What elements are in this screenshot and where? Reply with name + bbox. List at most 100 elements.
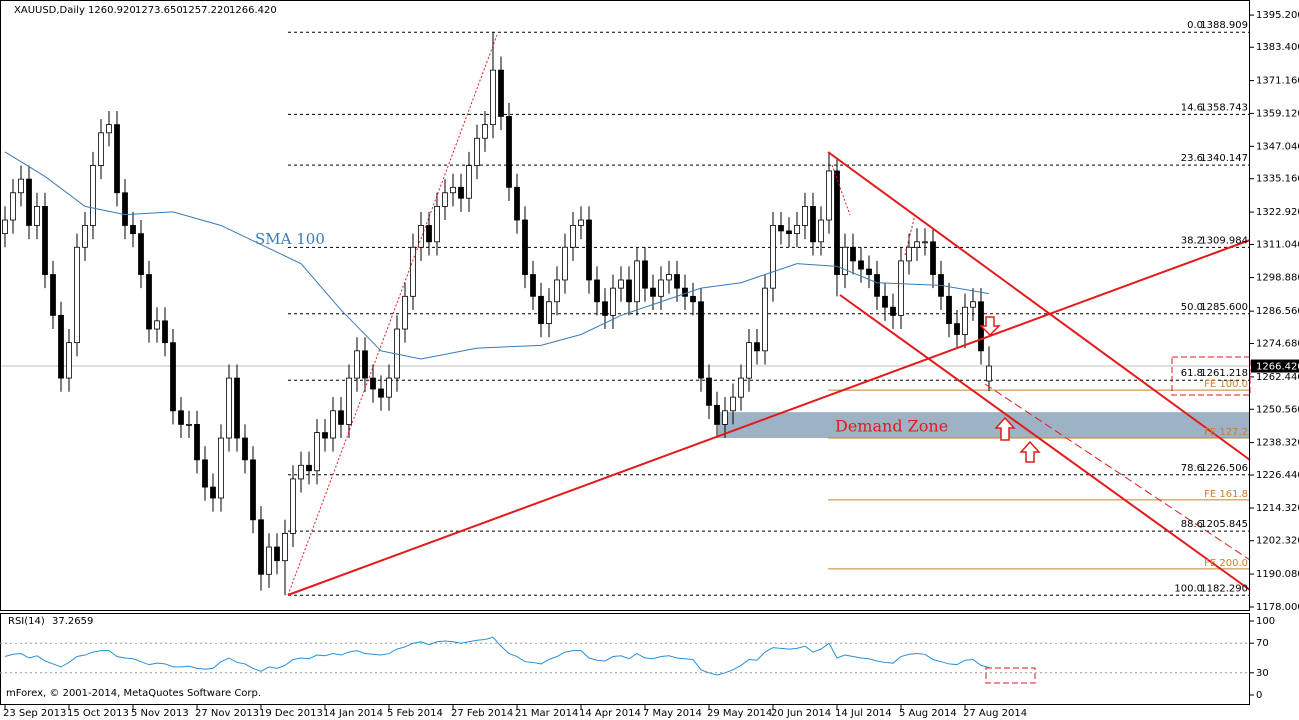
x-tick-label: 14 Jan 2014 (323, 708, 383, 719)
candle-body (874, 274, 880, 297)
candle-body (490, 69, 496, 126)
y-tick-label: 1347.040 (1256, 141, 1299, 152)
fe-label: FE 161.8 (1204, 489, 1248, 500)
candle-body (378, 388, 384, 398)
candle-body (970, 301, 976, 308)
fib-ratio: 38.2 (1181, 235, 1203, 246)
y-tick-label: 1286.560 (1256, 306, 1299, 317)
candle-body (74, 246, 80, 344)
candle-body (858, 260, 864, 270)
candle-body (514, 186, 520, 221)
candle-body (402, 295, 408, 330)
rsi-tick-label: 0 (1256, 690, 1262, 701)
support-trendline (287, 239, 1251, 596)
candle-body (98, 132, 104, 166)
candle-body (114, 124, 120, 194)
candle-body (722, 410, 728, 425)
candle-body (770, 225, 776, 289)
x-tick-label: 15 Oct 2013 (67, 708, 129, 719)
candle-body (66, 342, 72, 379)
candle-body (26, 178, 32, 226)
candle-body (34, 205, 40, 226)
candle-body (850, 246, 856, 262)
candle-body (682, 287, 688, 297)
candle-body (810, 205, 816, 243)
candle-body (530, 274, 536, 297)
header-value: 1266.420 (229, 5, 277, 16)
candle-body (290, 478, 296, 534)
candle-body (442, 192, 448, 207)
demand-zone-label: Demand Zone (835, 417, 948, 436)
candle-body (42, 205, 48, 275)
x-tick-label: 21 Mar 2014 (515, 708, 578, 719)
candle-body (274, 546, 280, 562)
candle-body (658, 279, 664, 297)
candle-body (962, 306, 968, 335)
y-tick-label: 1322.920 (1256, 207, 1299, 218)
fib-value: 1388.909 (1200, 20, 1248, 31)
fib-value: 1358.743 (1200, 102, 1248, 113)
candle-body (218, 437, 224, 499)
down-arrow (979, 316, 1001, 337)
candle-body (786, 230, 792, 235)
candle-body (650, 287, 656, 297)
candle-body (450, 186, 456, 194)
candle-body (122, 192, 128, 226)
candle-body (762, 287, 768, 352)
candle-body (410, 246, 416, 297)
sma-line (4, 151, 990, 360)
candle-body (330, 410, 336, 439)
candle-body (498, 69, 504, 117)
candle-body (802, 205, 808, 226)
copyright: mForex, © 2001-2014, MetaQuotes Software… (6, 688, 261, 699)
candle-body (746, 342, 752, 379)
candle-body (426, 225, 432, 243)
candle-body (562, 246, 568, 281)
fe-base-line (831, 164, 851, 216)
candle-body (354, 350, 360, 379)
rsi-name: RSI(14) (8, 616, 45, 627)
symbol: XAUUSD,Daily (14, 5, 85, 16)
candle-body (18, 178, 24, 194)
candle-body (778, 225, 784, 232)
fib-ratio: 0.0 (1187, 20, 1203, 31)
header-value: 1260.920 (88, 5, 136, 16)
up-arrow (994, 416, 1016, 441)
candle-body (898, 260, 904, 316)
sma-label: SMA 100 (255, 230, 325, 248)
demand-zone (718, 412, 1250, 439)
rsi-line (4, 636, 990, 676)
fib-ratio: 88.6 (1181, 519, 1203, 530)
projection-line (984, 383, 1251, 561)
candle-body (298, 464, 304, 480)
candle-body (506, 116, 512, 188)
candle-body (474, 137, 480, 166)
channel-lower (839, 294, 1251, 591)
candle-body (690, 295, 696, 303)
candle-body (162, 320, 168, 344)
header-value: 1273.650 (135, 5, 183, 16)
y-tick-label: 1250.560 (1256, 404, 1299, 415)
candle-body (674, 274, 680, 289)
candle-body (618, 279, 624, 289)
y-tick-label: 1335.160 (1256, 174, 1299, 185)
frame (0, 0, 1250, 705)
price-highlight (1171, 356, 1251, 396)
candle-body (10, 192, 16, 221)
candle-body (914, 241, 920, 248)
drawings (287, 34, 1251, 684)
candle-body (890, 306, 896, 316)
x-tick-label: 27 Nov 2013 (195, 708, 259, 719)
candle-body (434, 205, 440, 243)
candle-body (82, 225, 88, 248)
candle-body (842, 246, 848, 275)
candle-body (202, 459, 208, 488)
candle-body (930, 241, 936, 275)
candle-body (666, 274, 672, 281)
y-tick-label: 1178.000 (1256, 602, 1299, 613)
candle-body (234, 377, 240, 439)
x-tick-label: 14 Apr 2014 (579, 708, 641, 719)
fib-value: 1182.290 (1200, 583, 1248, 594)
